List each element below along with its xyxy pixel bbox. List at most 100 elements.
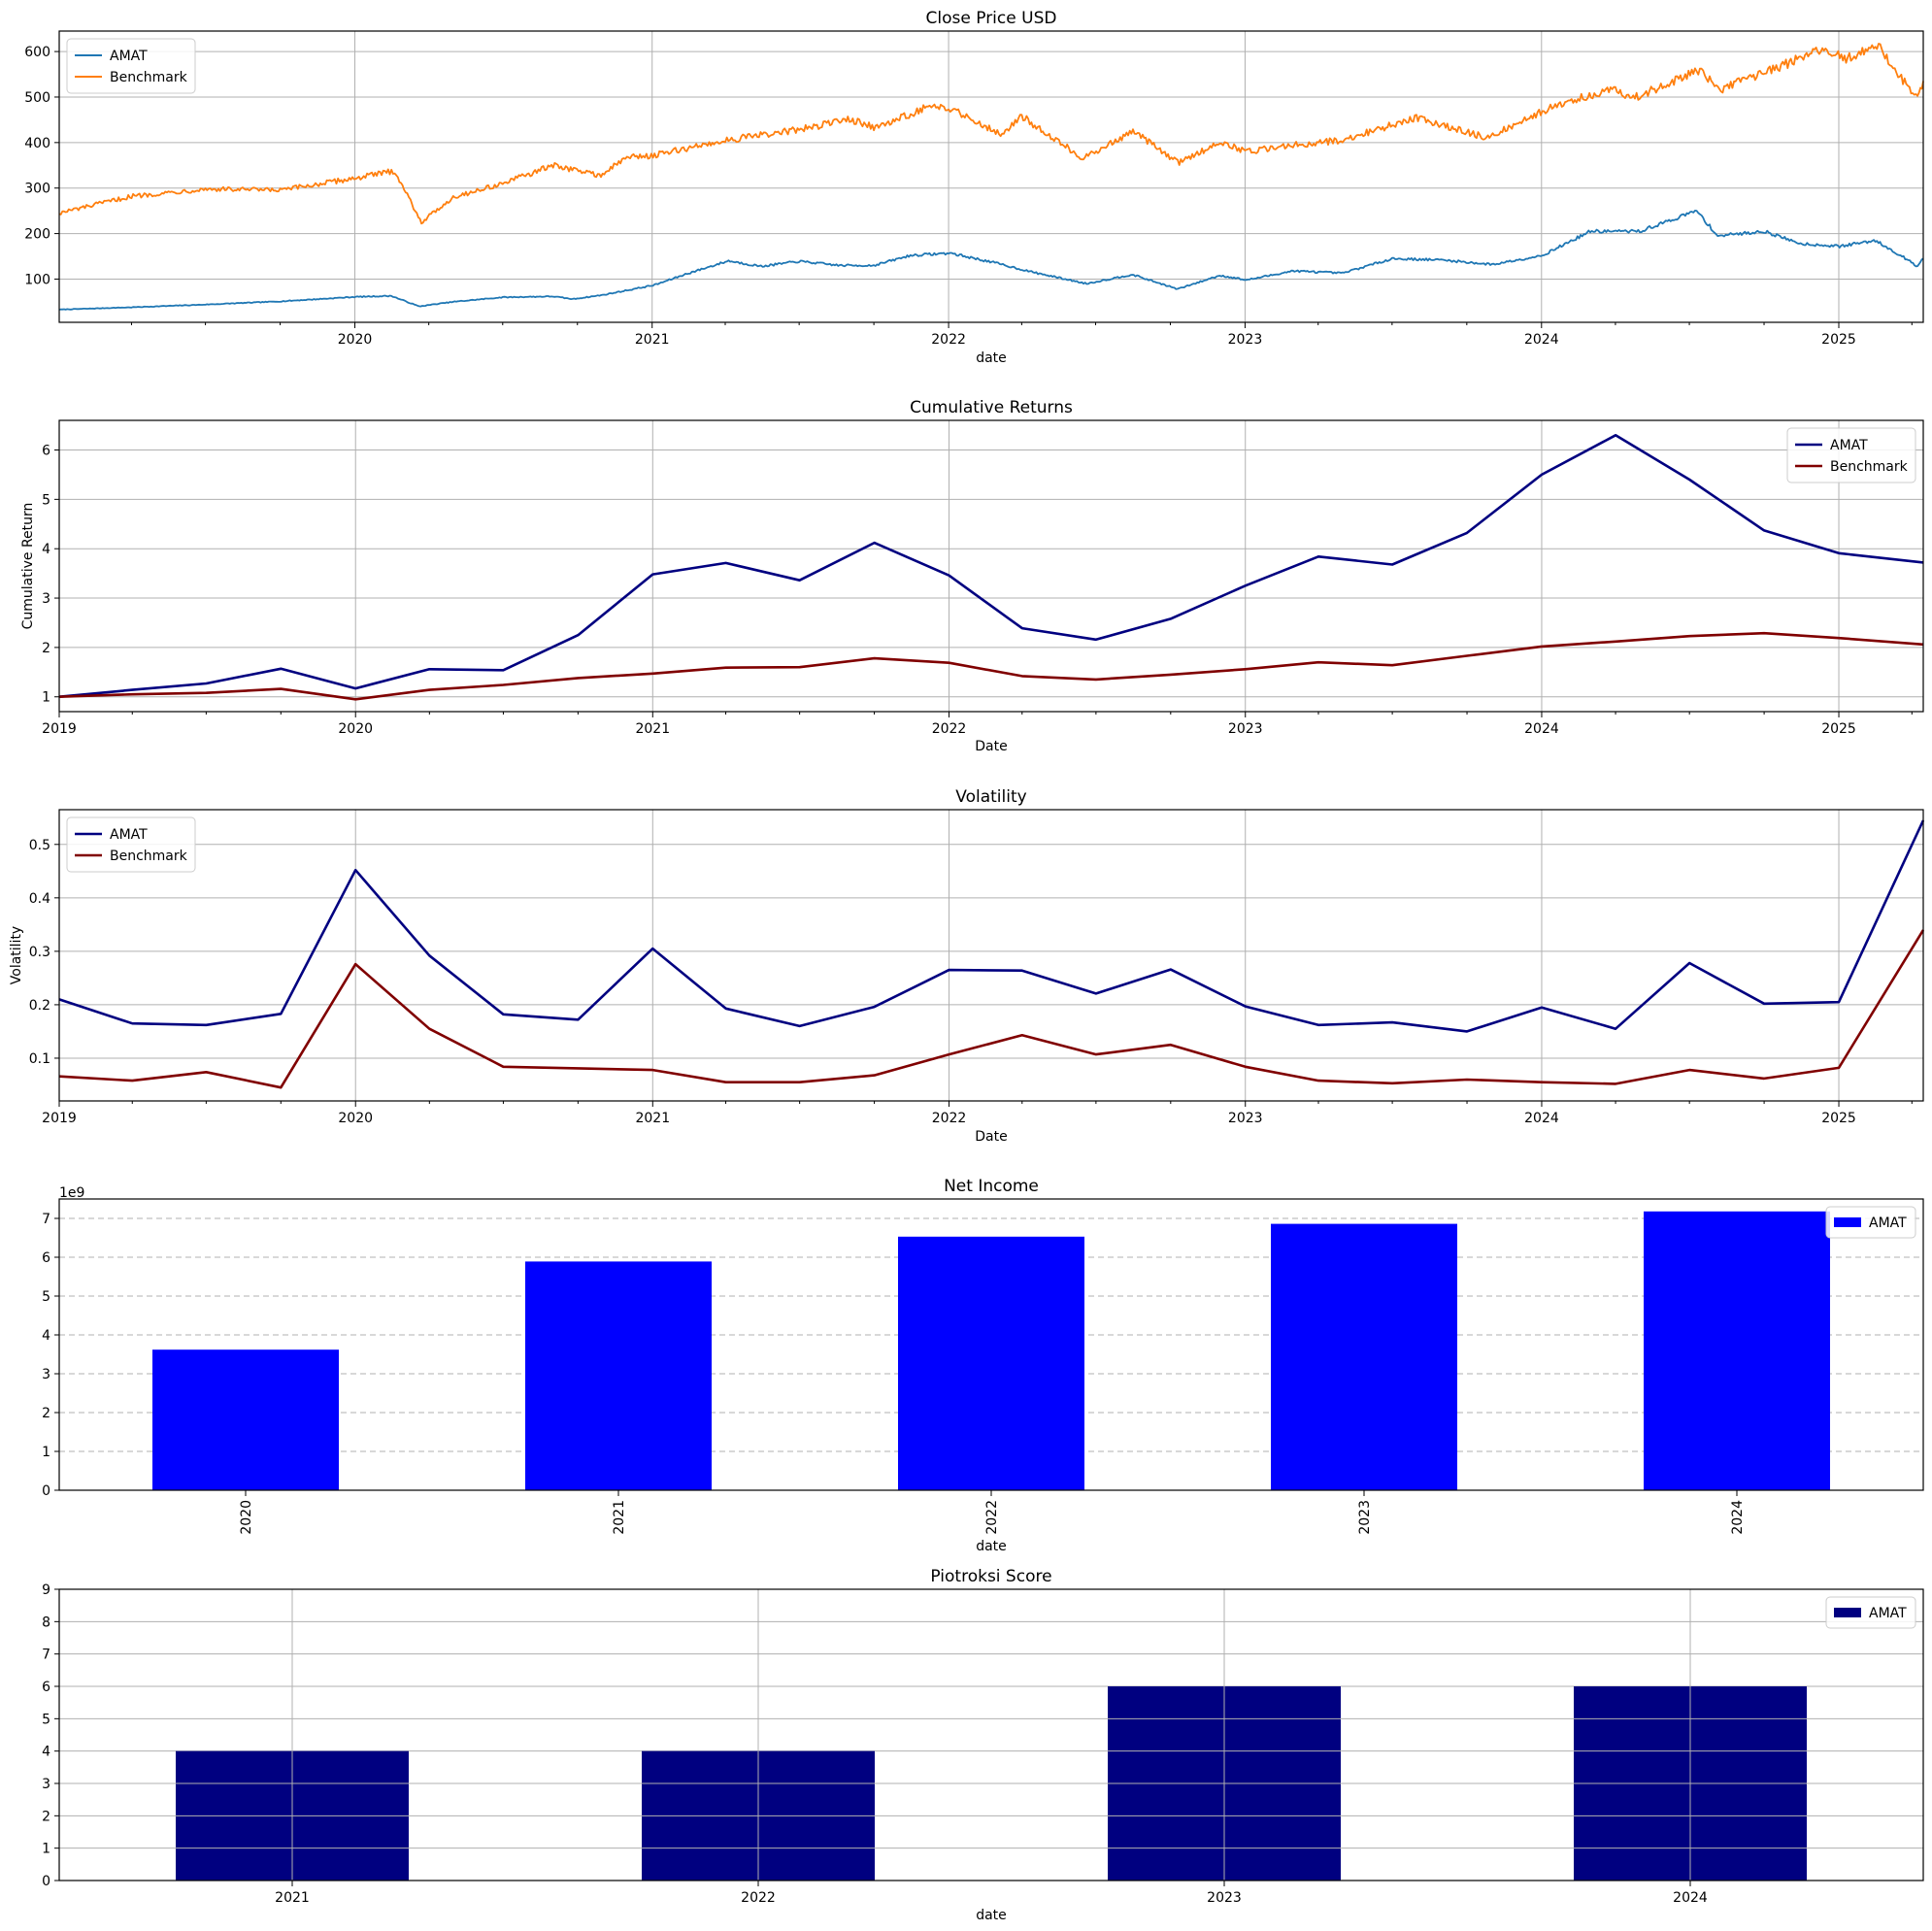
panel-cumulative-returns: Cumulative Returns Date Cumulative Retur… — [20, 398, 1924, 754]
axes-frame — [58, 419, 1924, 713]
y-tick-label: 500 — [24, 90, 50, 106]
y-tick-label: 7 — [42, 1648, 50, 1663]
panel-volatility: Volatility Date Volatility 0.10.20.30.40… — [9, 787, 1925, 1145]
x-axis-label: date — [976, 350, 1007, 366]
y-tick-label: 3 — [42, 1777, 50, 1792]
plot-area: 100 200 300 400 500 600 2020 2021 2022 2023 2024 20… — [24, 30, 1924, 348]
y-tick-label: 300 — [24, 182, 50, 197]
plot-area: 1 2 3 4 5 6 2019 2020 2021 2022 2023 2024 2025 AMAT Be… — [42, 419, 1924, 737]
legend: AMAT Benchmark — [66, 38, 196, 94]
y-tick-label: 0 — [42, 1483, 50, 1499]
legend-label: Benchmark — [1830, 459, 1909, 475]
y-tick-label: 200 — [24, 227, 50, 243]
legend: AMAT — [1825, 1206, 1916, 1239]
legend: AMAT — [1825, 1596, 1916, 1629]
y-tick-label: 0.5 — [29, 838, 50, 853]
y-tick-label: 0.3 — [29, 945, 50, 960]
y-tick-label: 4 — [42, 542, 50, 557]
x-tick-label: 2021 — [612, 1500, 627, 1535]
plot-area: 0 1 2 3 4 5 6 7 2020 2021 2022 2023 2024 AMAT — [42, 1198, 1924, 1535]
y-tick-label: 1 — [42, 690, 50, 706]
x-tick-label: 2021 — [635, 721, 670, 737]
y-tick-label: 0.2 — [29, 998, 50, 1014]
x-tick-label: 2023 — [1207, 1890, 1242, 1906]
y-tick-label: 4 — [42, 1328, 50, 1344]
x-tick-label: 2020 — [338, 1111, 373, 1126]
y-tick-label: 2 — [42, 1406, 50, 1421]
legend-swatch — [1834, 1608, 1861, 1617]
x-tick-label: 2019 — [42, 1111, 77, 1126]
legend-box — [1825, 1596, 1916, 1629]
x-tick-label: 2023 — [1228, 721, 1263, 737]
panel-piotroski-score: Piotroksi Score date 0 1 2 3 4 5 6 7 8 9 2021 2022 2… — [42, 1567, 1924, 1923]
legend-box — [1786, 427, 1916, 483]
legend-label: AMAT — [1830, 438, 1868, 453]
x-tick-label: 2024 — [1524, 1111, 1559, 1126]
x-tick-label: 2023 — [1228, 1111, 1263, 1126]
x-tick-label: 2021 — [635, 1111, 670, 1126]
y-axis-label: Volatility — [9, 926, 24, 984]
x-tick-label: 2024 — [1673, 1890, 1708, 1906]
bar-2024 — [1644, 1211, 1830, 1490]
legend-label: AMAT — [1869, 1215, 1907, 1231]
y-tick-label: 7 — [42, 1212, 50, 1227]
x-tick-label: 2020 — [239, 1500, 254, 1535]
y-tick-label: 9 — [42, 1582, 50, 1598]
x-tick-label: 2025 — [1821, 721, 1856, 737]
axis-offset-label: 1e9 — [59, 1185, 84, 1201]
chart-title: Cumulative Returns — [910, 398, 1073, 417]
y-tick-label: 3 — [42, 591, 50, 607]
plot-area: 0 1 2 3 4 5 6 7 8 9 2021 2022 2023 2024 AMAT — [42, 1582, 1924, 1906]
y-tick-label: 400 — [24, 136, 50, 151]
x-tick-label: 2019 — [42, 721, 77, 737]
y-tick-label: 3 — [42, 1367, 50, 1382]
chart-title: Close Price USD — [926, 9, 1057, 28]
legend-box — [66, 38, 196, 94]
axes-frame — [58, 1198, 1924, 1491]
y-tick-label: 6 — [42, 1680, 50, 1695]
legend-label: Benchmark — [110, 70, 188, 85]
bar-2021 — [525, 1261, 712, 1490]
y-tick-label: 6 — [42, 1250, 50, 1266]
series-line-benchmark — [58, 929, 1925, 1089]
y-tick-label: 100 — [24, 272, 50, 287]
x-axis-label: Date — [975, 1129, 1007, 1145]
chart-title: Net Income — [944, 1177, 1039, 1196]
legend-label: AMAT — [1869, 1606, 1907, 1621]
x-tick-label: 2023 — [1228, 332, 1263, 348]
y-tick-label: 0.4 — [29, 891, 50, 907]
x-tick-label: 2022 — [931, 332, 966, 348]
x-tick-label: 2022 — [932, 721, 967, 737]
bar-2020 — [152, 1349, 339, 1490]
y-tick-label: 600 — [24, 45, 50, 60]
legend-swatch — [1834, 1217, 1861, 1227]
x-tick-label: 2022 — [741, 1890, 776, 1906]
bar-2022 — [898, 1236, 1084, 1490]
x-tick-label: 2022 — [984, 1500, 1000, 1535]
legend-label: AMAT — [110, 49, 148, 64]
x-tick-label: 2021 — [635, 332, 670, 348]
x-tick-label: 2024 — [1524, 332, 1559, 348]
series-line-amat — [58, 433, 1924, 698]
series-line-benchmark — [58, 631, 1924, 701]
x-axis-label: date — [976, 1908, 1007, 1923]
y-tick-label: 2 — [42, 641, 50, 656]
y-tick-label: 2 — [42, 1809, 50, 1824]
panel-net-income: Net Income 1e9 date 0 1 2 3 4 5 6 7 2020 2021 2022… — [42, 1177, 1924, 1554]
legend: AMAT Benchmark — [1786, 427, 1916, 483]
series-line-amat — [58, 819, 1925, 1033]
series-line-amat — [58, 209, 1924, 311]
axes-frame — [58, 30, 1924, 323]
x-tick-label: 2022 — [932, 1111, 967, 1126]
legend-box — [1825, 1206, 1916, 1239]
y-tick-label: 5 — [42, 492, 50, 508]
x-tick-label: 2024 — [1730, 1500, 1746, 1535]
axes-frame — [58, 809, 1924, 1102]
legend-label: AMAT — [110, 827, 148, 843]
y-tick-label: 1 — [42, 1842, 50, 1857]
plot-area: 0.1 0.2 0.3 0.4 0.5 2019 2020 2021 2022 2023 2024 2… — [29, 809, 1925, 1126]
y-tick-label: 0.1 — [29, 1051, 50, 1067]
y-tick-label: 6 — [42, 444, 50, 459]
